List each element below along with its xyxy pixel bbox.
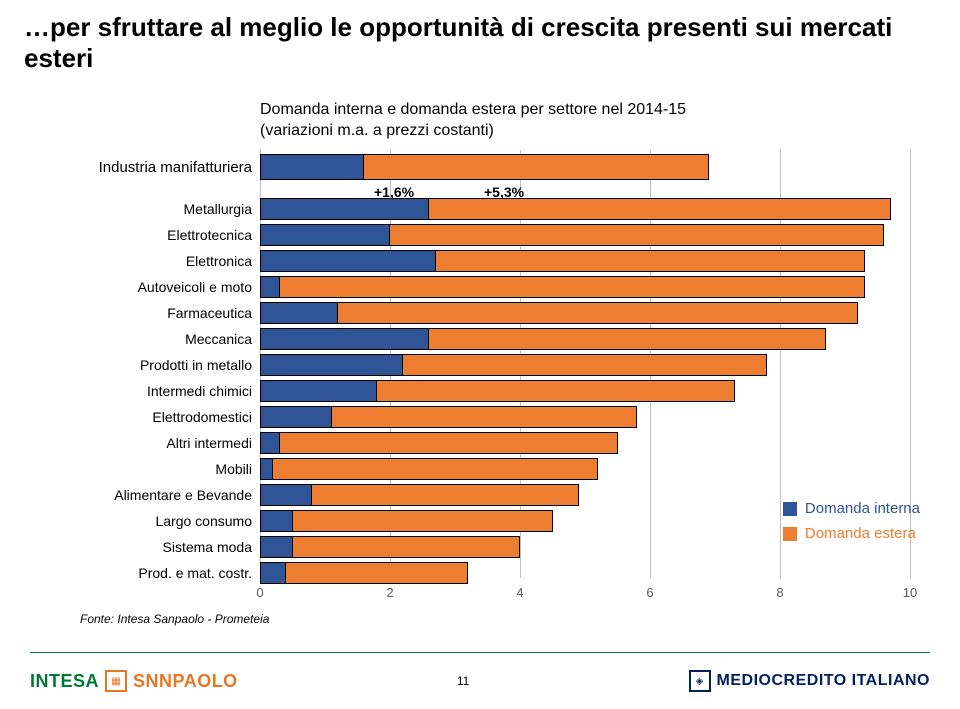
row-label: Farmaceutica [40, 305, 260, 321]
x-tick-label: 2 [386, 585, 393, 600]
bar-domanda-estera [260, 302, 858, 324]
chart-row: Alimentare e Bevande [40, 484, 910, 506]
page-title: …per sfruttare al meglio le opportunità … [24, 12, 936, 74]
bar-domanda-interna [260, 510, 293, 532]
bar-domanda-interna [260, 432, 280, 454]
chart-row: Farmaceutica [40, 302, 910, 324]
legend-swatch [783, 527, 797, 541]
logo-intesa-sanpaolo: INTESA ▦ SNNPAOLO [30, 670, 238, 692]
x-tick-label: 10 [903, 585, 917, 600]
logo-sanpaolo-text: SNNPAOLO [133, 671, 238, 692]
subtitle-line-1: Domanda interna e domanda estera per set… [260, 101, 686, 118]
bar-domanda-interna [260, 224, 390, 246]
logo-box-icon: ▦ [105, 670, 127, 692]
legend-item: Domanda estera [783, 525, 920, 542]
bar-domanda-interna [260, 484, 312, 506]
page-footer: INTESA ▦ SNNPAOLO 11 ◈ MEDIOCREDITO ITAL… [0, 653, 960, 709]
legend-label: Domanda estera [805, 525, 916, 542]
row-label: Autoveicoli e moto [40, 279, 260, 295]
chart-row: Prod. e mat. costr. [40, 562, 910, 584]
row-bars [260, 302, 910, 324]
bar-domanda-interna [260, 380, 377, 402]
chart-legend: Domanda interna Domanda estera [783, 500, 920, 550]
bar-domanda-interna [260, 562, 286, 584]
bar-domanda-interna [260, 276, 280, 298]
chart-row: Elettrodomestici [40, 406, 910, 428]
logo-medio-text: MEDIOCREDITO ITALIANO [717, 672, 930, 690]
row-label: Industria manifatturiera [40, 159, 260, 176]
bar-domanda-estera [260, 458, 598, 480]
legend-item: Domanda interna [783, 500, 920, 517]
chart-row: Meccanica [40, 328, 910, 350]
row-bars [260, 276, 910, 298]
row-bars [260, 250, 910, 272]
row-bars [260, 432, 910, 454]
bar-domanda-interna [260, 536, 293, 558]
row-label: Prodotti in metallo [40, 357, 260, 373]
chart-subtitle: Domanda interna e domanda estera per set… [260, 100, 686, 142]
row-label: Elettrotecnica [40, 227, 260, 243]
chart-area: 0246810 Industria manifatturiera+1,6%+5,… [40, 150, 910, 600]
x-tick-label: 4 [516, 585, 523, 600]
logo-mediocredito: ◈ MEDIOCREDITO ITALIANO [689, 670, 930, 692]
bar-domanda-estera [260, 510, 553, 532]
row-label: Largo consumo [40, 513, 260, 529]
row-label: Intermedi chimici [40, 383, 260, 399]
subtitle-line-2: (variazioni m.a. a prezzi costanti) [260, 122, 494, 139]
row-bars [260, 406, 910, 428]
chart-row: Largo consumo [40, 510, 910, 532]
logo-medio-icon: ◈ [689, 670, 711, 692]
bar-domanda-interna [260, 406, 332, 428]
bar-domanda-estera [260, 276, 865, 298]
chart-row: Altri intermedi [40, 432, 910, 454]
row-bars [260, 458, 910, 480]
chart-row-header: Industria manifatturiera+1,6%+5,3% [40, 154, 910, 180]
legend-label: Domanda interna [805, 500, 920, 517]
row-label: Sistema moda [40, 539, 260, 555]
row-bars [260, 354, 910, 376]
row-label: Altri intermedi [40, 435, 260, 451]
row-label: Metallurgia [40, 201, 260, 217]
x-tick-label: 0 [256, 585, 263, 600]
bar-domanda-interna [260, 328, 429, 350]
bar-domanda-interna [260, 198, 429, 220]
x-tick-label: 6 [646, 585, 653, 600]
row-label: Elettrodomestici [40, 409, 260, 425]
chart-row: Metallurgia [40, 198, 910, 220]
row-label: Meccanica [40, 331, 260, 347]
chart-row: Sistema moda [40, 536, 910, 558]
bar-domanda-estera [260, 432, 618, 454]
row-bars: +1,6%+5,3% [260, 154, 910, 180]
row-label: Prod. e mat. costr. [40, 565, 260, 581]
row-bars [260, 198, 910, 220]
chart-row: Intermedi chimici [40, 380, 910, 402]
bar-domanda-interna [260, 302, 338, 324]
logo-intesa-text: INTESA [30, 671, 99, 692]
bar-domanda-estera [260, 536, 520, 558]
row-bars [260, 224, 910, 246]
row-bars [260, 328, 910, 350]
chart-row: Elettrotecnica [40, 224, 910, 246]
chart-row: Mobili [40, 458, 910, 480]
row-bars [260, 562, 910, 584]
legend-swatch [783, 502, 797, 516]
row-bars [260, 380, 910, 402]
page-number: 11 [457, 674, 469, 688]
row-label: Alimentare e Bevande [40, 487, 260, 503]
row-label: Elettronica [40, 253, 260, 269]
bar-domanda-interna [260, 154, 364, 180]
bar-domanda-interna [260, 250, 436, 272]
bar-domanda-interna [260, 458, 273, 480]
chart-source: Fonte: Intesa Sanpaolo - Prometeia [80, 612, 269, 626]
chart-row: Autoveicoli e moto [40, 276, 910, 298]
row-label: Mobili [40, 461, 260, 477]
bar-domanda-estera [260, 562, 468, 584]
chart-row: Elettronica [40, 250, 910, 272]
bar-domanda-interna [260, 354, 403, 376]
chart-row: Prodotti in metallo [40, 354, 910, 376]
x-tick-label: 8 [776, 585, 783, 600]
